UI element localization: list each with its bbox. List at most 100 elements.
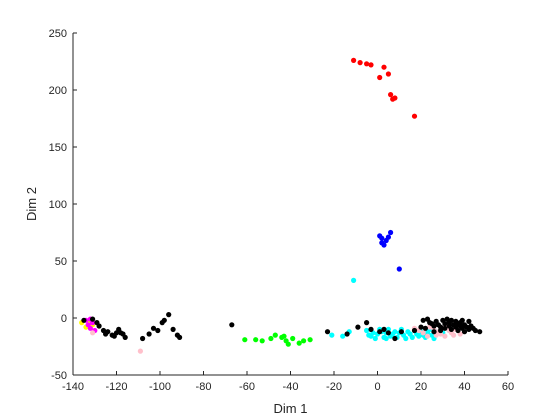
scatter-point: [431, 323, 437, 329]
scatter-point: [324, 329, 331, 335]
scatter-point: [409, 334, 415, 340]
scatter-point: [403, 335, 409, 342]
scatter-point: [420, 317, 426, 323]
scatter-point: [366, 332, 372, 338]
scatter-point: [398, 329, 404, 335]
scatter-point: [329, 332, 335, 338]
scatter-point: [368, 326, 374, 332]
scatter-point: [411, 327, 418, 334]
scatter-point: [448, 317, 454, 323]
scatter-point: [388, 92, 394, 98]
scatter-point: [466, 318, 472, 324]
scatter-point: [379, 235, 385, 241]
scatter-point: [424, 333, 431, 339]
x-tick-label: -60: [239, 381, 255, 393]
scatter-point: [451, 332, 457, 338]
scatter-point: [357, 60, 363, 66]
x-tick-label: -20: [326, 381, 342, 393]
y-ticks: -50 0 50 100 150 200 250: [49, 28, 77, 382]
scatter-point: [351, 57, 357, 64]
scatter-point: [364, 320, 370, 326]
scatter-point: [438, 327, 444, 334]
scatter-point: [442, 325, 448, 331]
scatter-point: [388, 229, 394, 236]
y-tick-label: 150: [49, 142, 67, 154]
scatter-point: [455, 327, 461, 334]
x-tick-label: 0: [374, 381, 380, 393]
scatter-point: [377, 74, 383, 81]
scatter-point: [259, 338, 265, 344]
x-tick-label: -40: [283, 381, 299, 393]
scatter-point: [431, 329, 437, 335]
scatter-point: [272, 332, 278, 338]
scatter-point: [364, 61, 370, 67]
x-tick-label: -100: [149, 381, 171, 393]
scatter-point: [166, 312, 172, 318]
scatter-point: [381, 326, 387, 332]
y-tick-label: 250: [49, 28, 67, 40]
scatter-point: [422, 325, 428, 331]
scatter-point: [340, 333, 346, 339]
scatter-point: [392, 95, 398, 101]
scatter-point: [448, 326, 454, 332]
scatter-point: [472, 327, 478, 334]
scatter-point: [411, 113, 418, 119]
scatter-point: [170, 326, 176, 332]
y-tick-label: 200: [49, 85, 67, 97]
scatter-point: [379, 240, 385, 246]
scatter-point: [364, 327, 370, 334]
x-axis-label: Dim 1: [274, 401, 308, 416]
scatter-point: [385, 330, 391, 336]
scatter-point: [285, 341, 291, 347]
scatter-point: [301, 338, 307, 344]
scatter-point: [105, 329, 111, 335]
scatter-point: [355, 324, 361, 330]
x-ticks: -140 -120 -100 -80 -60 -40 -20 0 20 40 60: [62, 371, 514, 393]
scatter-point: [81, 317, 87, 323]
scatter-point: [385, 71, 391, 77]
x-tick-label: -80: [196, 381, 212, 393]
scatter-point: [177, 334, 183, 340]
scatter-point: [268, 335, 274, 342]
x-tick-label: 20: [415, 381, 427, 393]
scatter-point: [459, 317, 465, 323]
scatter-point: [477, 329, 483, 335]
scatter-point: [146, 331, 152, 337]
scatter-point: [90, 330, 96, 336]
scatter-point: [307, 337, 313, 343]
scatter-point: [461, 329, 468, 335]
scatter-point: [344, 331, 350, 337]
scatter-point: [368, 62, 374, 68]
scatter-point: [385, 234, 391, 240]
plot-area: -140 -120 -100 -80 -60 -40 -20 0 20 40 60 -50 0 50 10…: [49, 28, 514, 393]
scatter-point: [161, 317, 167, 323]
scatter-point: [253, 337, 259, 343]
x-tick-label: 60: [502, 381, 514, 393]
scatter-point: [290, 335, 296, 342]
scatter-point: [150, 325, 157, 331]
scatter-point: [90, 316, 96, 322]
y-tick-label: 0: [61, 313, 67, 325]
scatter-point: [96, 323, 102, 329]
x-tick-label: 40: [458, 381, 470, 393]
scatter-point: [281, 333, 287, 339]
scatter-point: [420, 330, 426, 336]
scatter-point: [442, 321, 448, 327]
y-axis-label: Dim 2: [24, 187, 39, 221]
scatter-point: [383, 335, 389, 342]
scatter-point: [377, 329, 383, 335]
scatter-point: [242, 337, 248, 343]
y-tick-label: 100: [49, 199, 67, 211]
y-tick-label: -50: [51, 370, 67, 382]
scatter-point: [296, 340, 302, 346]
scatter-point: [442, 333, 448, 339]
x-tick-label: -120: [105, 381, 127, 393]
x-tick-label: -140: [62, 381, 84, 393]
data-points: [79, 57, 483, 354]
scatter-point: [155, 327, 161, 334]
scatter-point: [392, 335, 398, 342]
scatter-point: [140, 335, 146, 342]
scatter-point: [381, 64, 387, 70]
scatter-point: [137, 348, 143, 354]
